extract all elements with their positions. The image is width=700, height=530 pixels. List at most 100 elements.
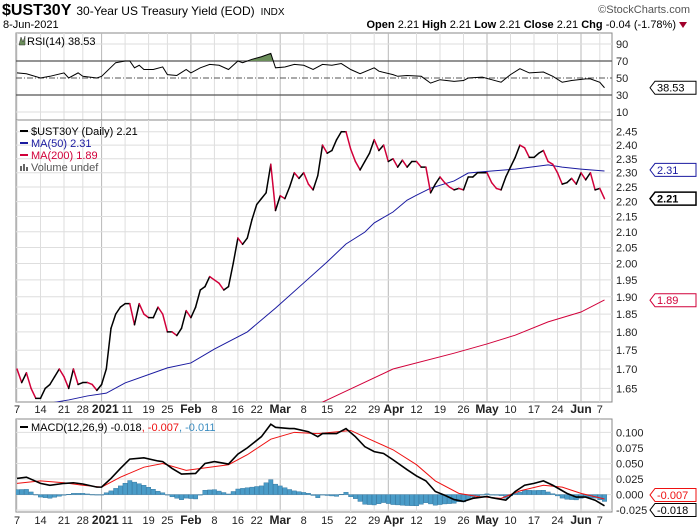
histogram-bar — [19, 489, 25, 495]
date-tick-label: 8 — [211, 515, 217, 527]
histogram-bar — [310, 494, 316, 496]
histogram-bar — [324, 494, 330, 496]
price-segment — [584, 171, 592, 181]
histogram-bar — [202, 490, 208, 495]
price-segment — [439, 176, 446, 184]
histogram-bar — [334, 494, 339, 497]
price-segment — [317, 144, 324, 177]
histogram-bar — [146, 487, 151, 495]
price-segment — [575, 171, 582, 185]
rsi-panel: 90 70 50 30 10 — [15, 32, 628, 121]
high-value: 2.21 — [450, 19, 471, 31]
close-value-tag: 2.21 — [649, 191, 697, 206]
price-tick-label: 1.80 — [616, 327, 637, 339]
histogram-bar — [320, 494, 325, 496]
histogram-bar — [47, 494, 53, 499]
histogram-bar — [103, 492, 109, 495]
date-tick-label: 15 — [321, 515, 333, 527]
price-segment — [556, 171, 563, 185]
price-segment — [523, 147, 531, 159]
price-segment — [472, 171, 479, 178]
open-label: Open — [367, 19, 395, 31]
histogram-bar — [489, 494, 495, 496]
price-segment — [39, 387, 46, 400]
price-segment — [58, 368, 65, 378]
histogram-bar — [259, 485, 264, 495]
histogram-bar — [254, 486, 260, 495]
price-segment — [552, 163, 559, 174]
price-segment — [185, 309, 192, 319]
histogram-bar — [207, 489, 213, 495]
price-frame — [15, 119, 613, 403]
histogram-bar — [226, 493, 231, 495]
macd-line — [16, 423, 605, 507]
price-segment — [246, 218, 253, 239]
price-segment — [354, 160, 361, 171]
date-tick-label: 28 — [77, 404, 89, 416]
price-segment — [232, 237, 239, 265]
price-segment — [194, 289, 202, 308]
ma200-legend-label: MA(200) 1.89 — [31, 150, 98, 162]
date-tick-label: Mar — [270, 513, 292, 527]
histogram-bar — [376, 494, 382, 504]
close-label: Close — [524, 19, 554, 31]
price-segment — [378, 144, 385, 152]
histogram-bar — [75, 493, 81, 495]
macd-value: -0.018 — [110, 422, 141, 434]
histogram-bar — [329, 494, 335, 497]
histogram-bar — [456, 494, 462, 502]
price-tick-label: 2.35 — [616, 154, 637, 166]
date-tick-label: Mar — [270, 402, 292, 416]
histogram-bar — [193, 494, 198, 500]
histogram-bar — [395, 494, 401, 506]
histogram-bar — [174, 494, 180, 499]
price-segment — [359, 160, 366, 171]
price-segment — [265, 163, 272, 194]
ma200-tag-text: 1.89 — [657, 295, 678, 307]
price-segment — [260, 192, 267, 200]
ma50-swatch — [20, 142, 28, 144]
macd-swatch — [20, 426, 28, 428]
histogram-bar — [16, 489, 20, 495]
price-segment — [500, 176, 507, 191]
histogram-bar — [432, 494, 438, 506]
rsi-tag-text: 38.53 — [657, 83, 685, 95]
price-segment — [566, 177, 573, 184]
date-tick-label: 14 — [34, 404, 46, 416]
price-tick-label: 2.30 — [616, 168, 637, 180]
price-segment — [453, 187, 460, 191]
price-segment — [20, 372, 28, 384]
price-segment — [25, 372, 32, 390]
histogram-bar — [66, 494, 72, 495]
price-segment — [519, 144, 526, 149]
histogram-bar — [437, 494, 443, 505]
macd-tick-label: 0.000 — [616, 490, 644, 502]
histogram-bar — [414, 494, 419, 507]
price-tick-label: 2.10 — [616, 227, 637, 239]
histogram-bar — [381, 494, 386, 503]
stockcharts-logo[interactable]: ©StockCharts.com — [598, 4, 690, 16]
ma50-tag-text: 2.31 — [657, 165, 678, 177]
histogram-bar — [89, 494, 95, 496]
rsi-value-tag: 38.53 — [649, 80, 697, 95]
macd-value-tag: -0.018 — [649, 502, 697, 517]
price-segment — [133, 302, 140, 326]
price-segment — [86, 381, 93, 386]
price-segment — [293, 171, 300, 180]
date-tick-label: 7 — [597, 404, 603, 416]
price-segment — [16, 368, 23, 384]
price-segment — [392, 158, 399, 168]
price-segment — [401, 159, 408, 168]
down-triangle-icon — [679, 22, 687, 28]
date-tick-label: Apr — [383, 402, 404, 416]
price-segment — [110, 313, 117, 330]
price-segment — [171, 331, 178, 337]
price-segment — [49, 375, 56, 386]
date-tick-label: 22 — [251, 404, 263, 416]
histogram-bar — [136, 483, 142, 495]
high-label: High — [422, 19, 447, 31]
quote-line: Open 2.21 High 2.21 Low 2.21 Close 2.21 … — [367, 19, 677, 31]
date-tick-label: 17 — [528, 404, 540, 416]
price-segment — [96, 383, 103, 392]
histogram-bar — [164, 494, 170, 496]
